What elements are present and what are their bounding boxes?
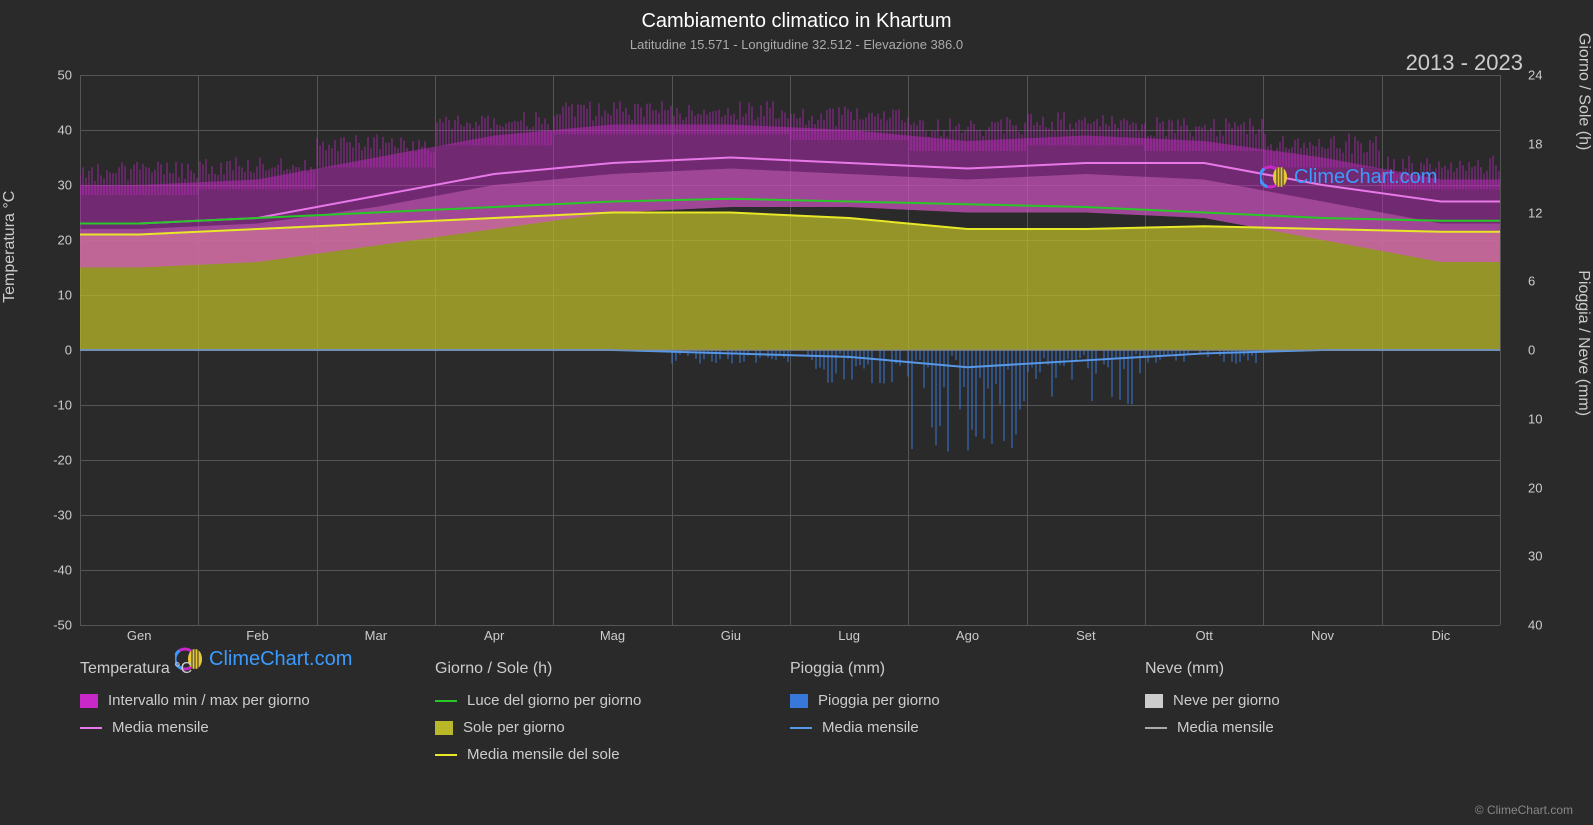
rain-spikes xyxy=(672,350,1256,451)
chart-subtitle: Latitudine 15.571 - Longitudine 32.512 -… xyxy=(0,33,1593,52)
legend-swatch xyxy=(435,721,453,735)
y-left-tick: 0 xyxy=(40,343,72,358)
y-left-tick: -20 xyxy=(40,453,72,468)
legend-label: Sole per giorno xyxy=(463,719,565,736)
y-left-tick: -30 xyxy=(40,508,72,523)
legend-group: Pioggia (mm) Pioggia per giorno Media mens… xyxy=(790,660,1145,773)
legend-group-title: Temperatura °C xyxy=(80,660,415,678)
chart-title: Cambiamento climatico in Khartum xyxy=(0,0,1593,33)
legend-swatch xyxy=(435,754,457,756)
legend-label: Neve per giorno xyxy=(1173,692,1280,709)
x-tick: Gen xyxy=(127,628,152,643)
x-tick: Ago xyxy=(956,628,979,643)
x-tick: Nov xyxy=(1311,628,1334,643)
legend-label: Luce del giorno per giorno xyxy=(467,692,641,709)
y-axis-right-top-title: Giorno / Sole (h) xyxy=(1574,33,1592,150)
y-left-tick: -40 xyxy=(40,563,72,578)
y-right-top-tick: 24 xyxy=(1528,68,1556,83)
legend-label: Media mensile del sole xyxy=(467,746,620,763)
legend-item: Media mensile del sole xyxy=(435,746,770,763)
climate-chart: Cambiamento climatico in Khartum Latitud… xyxy=(0,0,1593,825)
y-left-tick: -50 xyxy=(40,618,72,633)
rain-media-line xyxy=(80,350,1500,367)
y-left-tick: -10 xyxy=(40,398,72,413)
legend: Temperatura °C Intervallo min / max per g… xyxy=(80,660,1500,773)
y-axis-right-bottom-title: Pioggia / Neve (mm) xyxy=(1574,270,1592,416)
x-tick: Mar xyxy=(365,628,387,643)
x-tick: Feb xyxy=(246,628,268,643)
legend-item: Sole per giorno xyxy=(435,719,770,736)
year-range-label: 2013 - 2023 xyxy=(1406,50,1523,76)
legend-group-title: Neve (mm) xyxy=(1145,660,1480,678)
legend-swatch xyxy=(790,694,808,708)
x-tick: Dic xyxy=(1431,628,1450,643)
y-left-tick: 30 xyxy=(40,178,72,193)
legend-item: Media mensile xyxy=(790,719,1125,736)
legend-group: Neve (mm) Neve per giorno Media mensile xyxy=(1145,660,1500,773)
legend-label: Media mensile xyxy=(822,719,919,736)
y-right-top-tick: 6 xyxy=(1528,274,1556,289)
y-right-bottom-tick: 20 xyxy=(1528,480,1556,495)
x-axis: Gen Feb Mar Apr Mag Giu Lug Ago Set Ott Nov Dic xyxy=(80,628,1500,648)
climechart-logo-icon xyxy=(1260,163,1288,191)
legend-group: Temperatura °C Intervallo min / max per g… xyxy=(80,660,435,773)
y-left-tick: 10 xyxy=(40,288,72,303)
y-right-bottom-tick: 10 xyxy=(1528,411,1556,426)
x-tick: Ott xyxy=(1195,628,1212,643)
legend-group-title: Pioggia (mm) xyxy=(790,660,1125,678)
legend-item: Media mensile xyxy=(80,719,415,736)
legend-swatch xyxy=(1145,727,1167,729)
legend-label: Intervallo min / max per giorno xyxy=(108,692,310,709)
copyright-label: © ClimeChart.com xyxy=(1475,803,1573,817)
x-tick: Apr xyxy=(484,628,504,643)
legend-label: Media mensile xyxy=(1177,719,1274,736)
brand-logo: ClimeChart.com xyxy=(1260,163,1437,191)
y-axis-left: -50-40-30-20-1001020304050 xyxy=(40,75,75,625)
y-right-top-tick: 18 xyxy=(1528,136,1556,151)
x-tick: Giu xyxy=(721,628,741,643)
legend-swatch xyxy=(80,727,102,729)
x-tick: Lug xyxy=(838,628,860,643)
brand-text: ClimeChart.com xyxy=(1294,166,1437,189)
legend-swatch xyxy=(435,700,457,702)
legend-item: Neve per giorno xyxy=(1145,692,1480,709)
y-left-tick: 20 xyxy=(40,233,72,248)
y-axis-right: 0612182410203040 xyxy=(1528,75,1558,625)
x-tick: Set xyxy=(1076,628,1096,643)
legend-item: Luce del giorno per giorno xyxy=(435,692,770,709)
legend-label: Pioggia per giorno xyxy=(818,692,940,709)
legend-item: Pioggia per giorno xyxy=(790,692,1125,709)
y-right-bottom-tick: 40 xyxy=(1528,618,1556,633)
legend-item: Intervallo min / max per giorno xyxy=(80,692,415,709)
y-left-tick: 40 xyxy=(40,123,72,138)
y-right-top-tick: 0 xyxy=(1528,343,1556,358)
legend-swatch xyxy=(1145,694,1163,708)
legend-label: Media mensile xyxy=(112,719,209,736)
y-left-tick: 50 xyxy=(40,68,72,83)
legend-item: Media mensile xyxy=(1145,719,1480,736)
legend-group: Giorno / Sole (h) Luce del giorno per gio… xyxy=(435,660,790,773)
legend-group-title: Giorno / Sole (h) xyxy=(435,660,770,678)
y-right-top-tick: 12 xyxy=(1528,205,1556,220)
y-axis-left-title: Temperatura °C xyxy=(1,191,19,303)
plot-area: ClimeChart.comClimeChart.com xyxy=(80,75,1500,625)
legend-swatch xyxy=(790,727,812,729)
legend-swatch xyxy=(80,694,98,708)
x-tick: Mag xyxy=(600,628,625,643)
y-right-bottom-tick: 30 xyxy=(1528,549,1556,564)
